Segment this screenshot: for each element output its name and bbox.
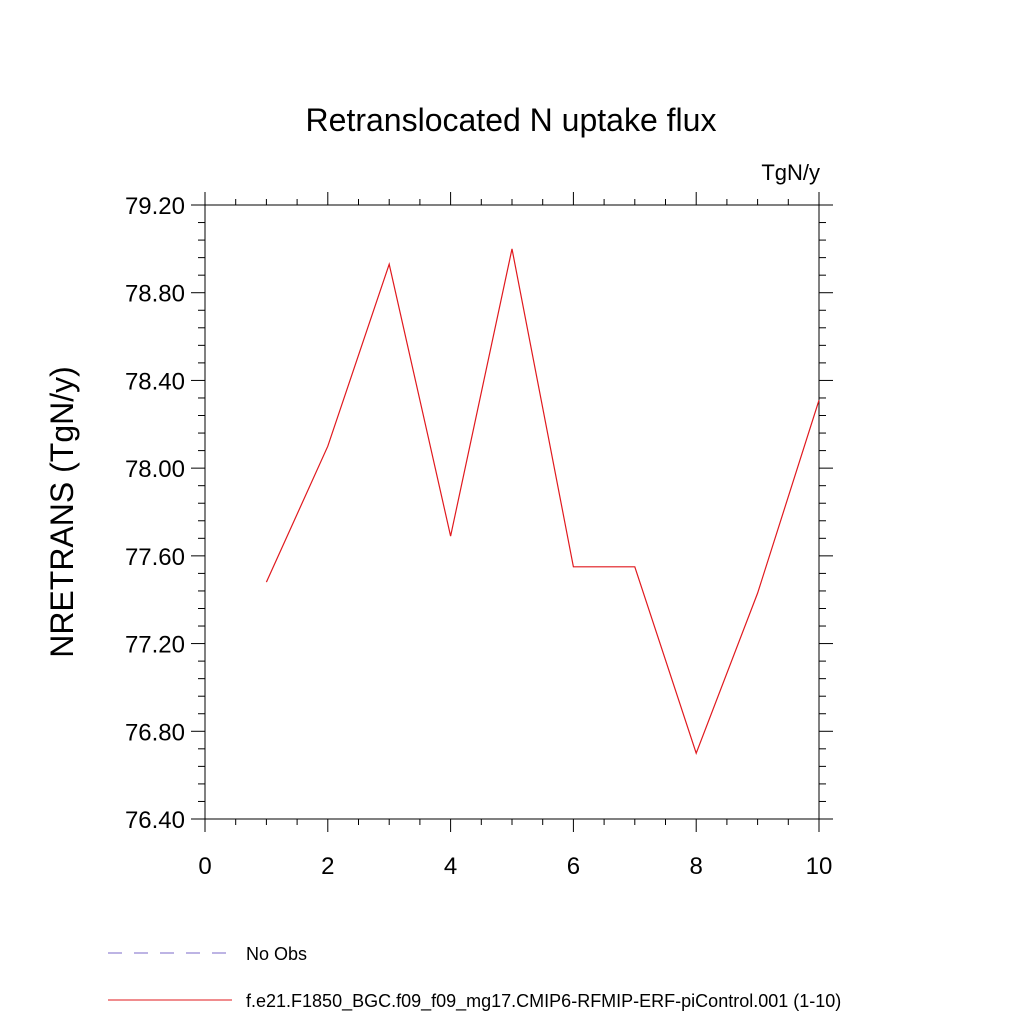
plot-frame xyxy=(204,204,820,820)
legend: No Obs f.e21.F1850_BGC.f09_f09_mg17.CMIP6… xyxy=(108,944,841,1012)
x-tick-label: 10 xyxy=(806,853,833,880)
x-tick-label: 6 xyxy=(567,853,580,880)
x-tick-label: 2 xyxy=(321,853,334,880)
y-tick-label: 77.60 xyxy=(125,544,185,571)
series-layer xyxy=(265,248,820,755)
x-tick-label: 4 xyxy=(444,853,457,880)
series-line-1 xyxy=(265,248,820,755)
units-label: TgN/y xyxy=(761,160,820,185)
x-tick-label: 0 xyxy=(198,853,211,880)
y-tick-label: 78.00 xyxy=(125,456,185,483)
chart-title: Retranslocated N uptake flux xyxy=(306,102,717,138)
y-tick-label: 76.40 xyxy=(125,807,185,834)
legend-label: f.e21.F1850_BGC.f09_f09_mg17.CMIP6-RFMIP… xyxy=(246,991,841,1012)
y-tick-label: 79.20 xyxy=(125,193,185,220)
y-axis-label: NRETRANS (TgN/y) xyxy=(44,366,80,658)
y-tick-label: 78.40 xyxy=(125,368,185,395)
y-tick-label: 78.80 xyxy=(125,281,185,308)
y-tick-label: 77.20 xyxy=(125,632,185,659)
x-tick-label: 8 xyxy=(690,853,703,880)
legend-label: No Obs xyxy=(246,944,307,964)
axes-layer: 0 2 4 6 8 10 76.40 76.80 77.20 77.60 78.00 78.40 78.… xyxy=(125,192,833,880)
y-tick-label: 76.80 xyxy=(125,719,185,746)
